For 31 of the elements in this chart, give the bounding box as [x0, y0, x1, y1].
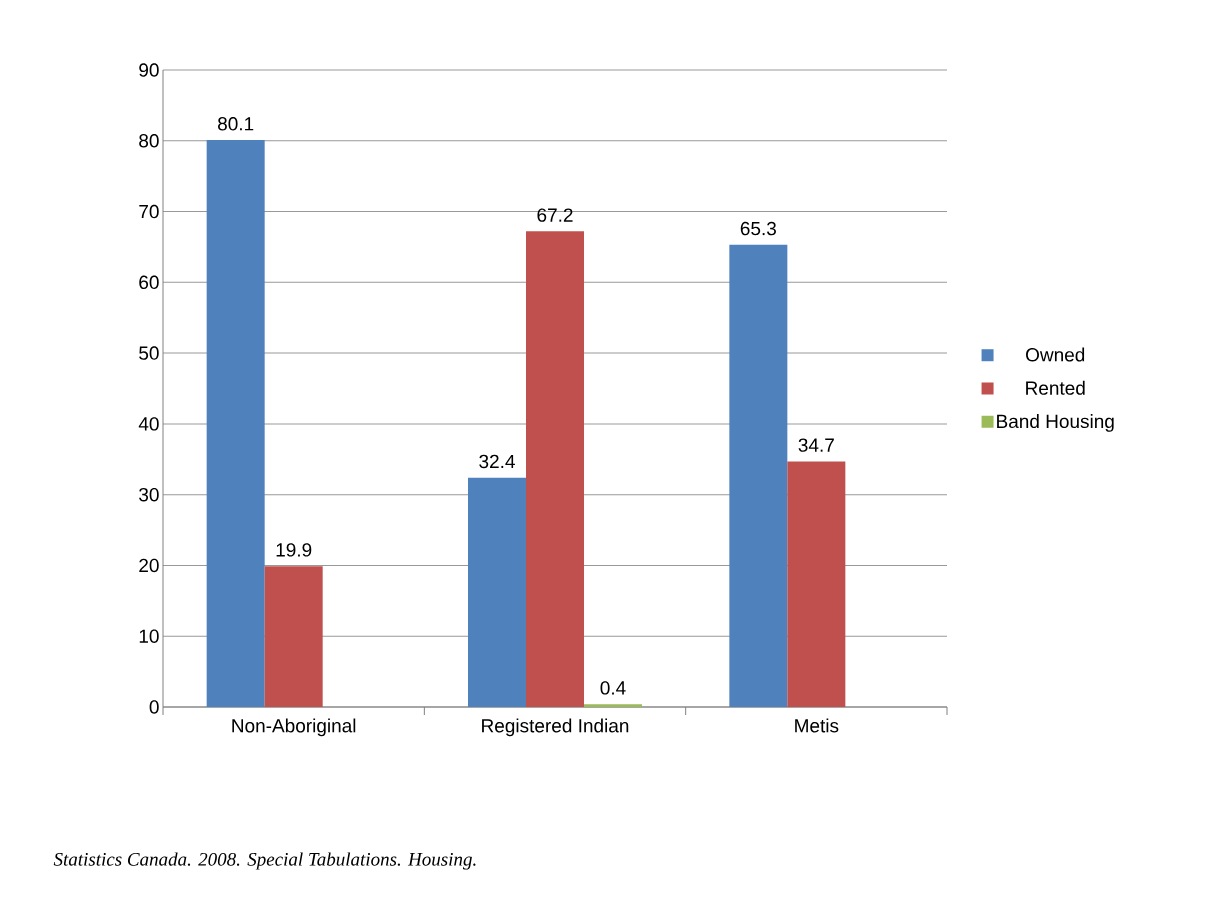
data-label: 19.9	[276, 543, 312, 557]
bar	[787, 461, 846, 707]
y-tick-label: 80	[139, 134, 159, 148]
legend-label: Owned	[1026, 347, 1085, 362]
y-tick-label: 30	[139, 487, 159, 502]
x-tick-label: Registered Indian	[482, 718, 629, 737]
bar	[729, 244, 788, 707]
legend-label: Rented	[1026, 380, 1085, 395]
data-label: 65.3	[740, 221, 776, 236]
data-label: 32.4	[479, 454, 515, 469]
x-tick-label: Non-Aboriginal	[232, 718, 356, 737]
y-tick-label: 50	[139, 346, 159, 360]
data-label: 67.2	[537, 208, 573, 222]
data-label: 34.7	[798, 438, 834, 452]
text: Statistics Canada. 2008. Special Tabulations. Housing.	[53, 852, 476, 870]
y-tick-label: 90	[139, 63, 159, 77]
y-tick-label: 0	[149, 700, 159, 714]
legend-label: Band Housing	[997, 414, 1114, 432]
bar	[468, 477, 527, 707]
bar	[526, 231, 585, 707]
bar	[584, 704, 643, 707]
data-label: 0.4	[600, 681, 626, 695]
y-tick-label: 20	[139, 558, 159, 573]
y-tick-label: 60	[139, 275, 159, 290]
y-tick-label: 70	[139, 204, 159, 219]
data-label: 80.1	[218, 117, 254, 131]
bar	[264, 566, 323, 707]
bar	[206, 140, 265, 707]
y-tick-label: 40	[138, 417, 159, 431]
x-tick-label: Metis	[795, 718, 839, 733]
y-tick-label: 10	[139, 629, 159, 643]
